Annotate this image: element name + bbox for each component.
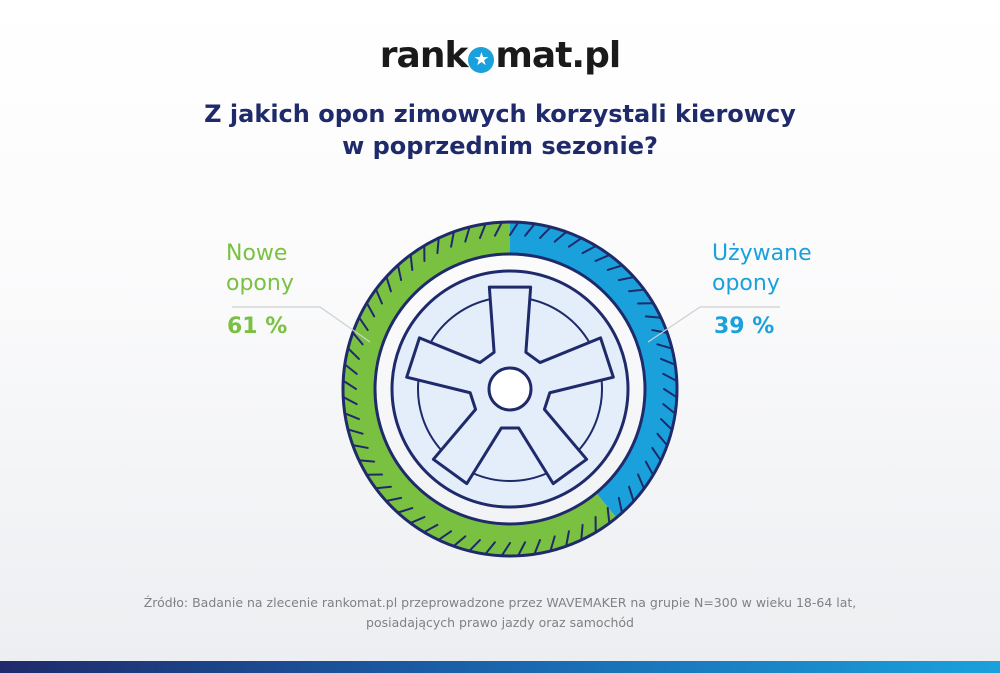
tread-mark bbox=[628, 288, 646, 293]
value-new-tires: 61 % bbox=[227, 314, 288, 339]
tread-mark bbox=[409, 253, 414, 271]
tread-mark bbox=[385, 275, 392, 293]
tread-mark bbox=[539, 226, 552, 239]
tread-mark bbox=[343, 412, 360, 421]
tread-mark bbox=[660, 357, 677, 366]
tread-mark bbox=[581, 244, 597, 255]
tread-mark bbox=[342, 396, 358, 406]
tread-mark bbox=[365, 302, 376, 318]
tread-mark bbox=[567, 237, 583, 248]
chart-title-line2: w poprzednim sezonie? bbox=[342, 132, 658, 160]
label-used-line2: opony bbox=[712, 271, 780, 296]
tread-mark bbox=[468, 539, 481, 552]
tread-mark bbox=[524, 222, 536, 237]
tread-mark bbox=[662, 403, 677, 415]
tread-mark bbox=[644, 460, 655, 476]
tread-mark bbox=[565, 530, 570, 548]
label-new-line1: Nowe bbox=[226, 241, 288, 266]
tread-mark bbox=[637, 473, 646, 490]
tire-tread-marks bbox=[342, 221, 678, 557]
tread-mark bbox=[533, 539, 542, 556]
tread-mark bbox=[385, 496, 403, 503]
tread-mark bbox=[478, 222, 487, 239]
leader-line-used bbox=[647, 306, 780, 343]
tread-mark bbox=[617, 496, 624, 514]
tread-mark bbox=[374, 485, 392, 490]
tread-mark bbox=[617, 275, 635, 282]
tread-mark bbox=[549, 535, 556, 553]
label-new-tires: Nowe opony bbox=[226, 239, 294, 299]
logo-text-right: mat.pl bbox=[495, 35, 621, 76]
label-new-line2: opony bbox=[226, 271, 294, 296]
rim-pocket-arc bbox=[429, 298, 492, 344]
tread-mark bbox=[517, 541, 527, 557]
tread-mark bbox=[628, 485, 635, 503]
tread-mark bbox=[423, 523, 439, 534]
source-line1: Źródło: Badanie na zlecenie rankomat.pl … bbox=[143, 595, 857, 610]
tread-mark bbox=[452, 535, 467, 548]
tread-mark bbox=[347, 347, 360, 360]
slice-used-tires bbox=[510, 222, 677, 518]
rim-pocket-arc bbox=[472, 472, 548, 482]
tread-mark bbox=[374, 288, 383, 305]
tread-mark bbox=[346, 428, 364, 435]
tread-mark bbox=[580, 523, 584, 542]
value-used-tires: 39 % bbox=[714, 314, 775, 339]
label-used-tires: Używane opony bbox=[712, 239, 812, 299]
slice-new-tires bbox=[343, 222, 617, 557]
tread-mark bbox=[644, 315, 663, 319]
tread-mark bbox=[343, 363, 358, 375]
tread-mark bbox=[660, 418, 673, 431]
tread-mark bbox=[409, 516, 426, 525]
tread-mark bbox=[351, 331, 364, 346]
tread-mark bbox=[651, 329, 669, 334]
rim-pocket-arc bbox=[417, 379, 443, 452]
tread-mark bbox=[342, 379, 357, 390]
tread-mark bbox=[500, 542, 511, 557]
tire-outer-edge bbox=[341, 220, 679, 558]
bottom-gradient-bar bbox=[0, 661, 1000, 673]
tread-mark bbox=[484, 541, 496, 556]
leader-line-new bbox=[232, 306, 371, 343]
tread-mark bbox=[357, 459, 376, 463]
tread-mark bbox=[351, 444, 369, 449]
logo-text-left: rank bbox=[379, 35, 469, 76]
tread-mark bbox=[656, 432, 669, 447]
rankomat-logo: rank ★ mat.pl bbox=[0, 34, 1000, 78]
star-icon: ★ bbox=[468, 47, 495, 73]
tread-mark bbox=[396, 264, 403, 282]
tread-mark bbox=[656, 343, 674, 350]
tread-mark bbox=[358, 316, 369, 332]
pie-slices bbox=[343, 222, 677, 557]
tread-mark bbox=[396, 507, 414, 514]
tread-mark bbox=[450, 230, 455, 248]
wheel-hub bbox=[487, 366, 533, 412]
tread-mark bbox=[436, 236, 440, 255]
source-note: Źródło: Badanie na zlecenie rankomat.pl … bbox=[0, 593, 1000, 633]
label-used-line1: Używane bbox=[712, 241, 812, 266]
tread-mark bbox=[662, 372, 678, 382]
rim-pocket-arc bbox=[577, 379, 603, 452]
tread-mark bbox=[594, 253, 611, 262]
tread-mark bbox=[606, 264, 624, 271]
tread-mark bbox=[606, 507, 611, 525]
tread-mark bbox=[553, 230, 568, 243]
tread-mark bbox=[464, 225, 471, 243]
chart-title: Z jakich opon zimowych korzystali kierow… bbox=[0, 98, 1000, 162]
source-line2: posiadających prawo jazdy oraz samochód bbox=[366, 615, 634, 630]
tread-mark bbox=[651, 446, 662, 462]
tread-mark bbox=[663, 388, 678, 399]
rim-pocket-arc bbox=[528, 298, 591, 344]
rim-pockets bbox=[417, 298, 603, 482]
tire-inner-edge bbox=[373, 252, 647, 526]
tread-mark bbox=[509, 221, 520, 236]
tread-mark bbox=[437, 530, 453, 541]
tread-mark bbox=[493, 221, 503, 237]
chart-title-line1: Z jakich opon zimowych korzystali kierow… bbox=[204, 100, 796, 128]
